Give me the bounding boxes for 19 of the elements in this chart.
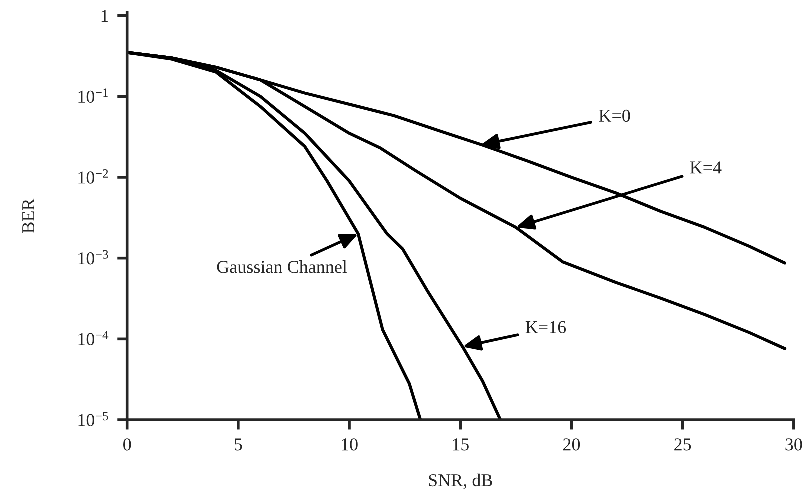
x-tick-label: 0 (124, 438, 132, 451)
y-tick-label: 1 (102, 10, 108, 22)
annotation: K=16 (526, 321, 566, 334)
x-tick-label: 25 (674, 438, 692, 451)
x-axis-title: SNR, dB (429, 474, 492, 490)
x-tick-label: 30 (786, 438, 802, 451)
x-tick-label: 15 (453, 438, 469, 451)
x-tick-label: 20 (563, 438, 580, 451)
x-tick-label: 5 (234, 438, 242, 451)
y-tick-label: 10$^{−2}$ (78, 170, 108, 184)
y-axis-title: BER (22, 198, 34, 234)
x-tick-label: 10 (342, 438, 358, 451)
y-tick-label: 10$^{−5}$ (78, 412, 108, 426)
annotation: K=0 (599, 110, 630, 122)
annotation: K=4 (690, 162, 722, 174)
annotation: Gaussian Channel (217, 260, 348, 274)
y-tick-label: 10$^{−4}$ (78, 331, 109, 346)
y-tick-label: 10$^{−3}$ (78, 250, 108, 265)
y-tick-label: 10$^{−1}$ (78, 88, 108, 103)
